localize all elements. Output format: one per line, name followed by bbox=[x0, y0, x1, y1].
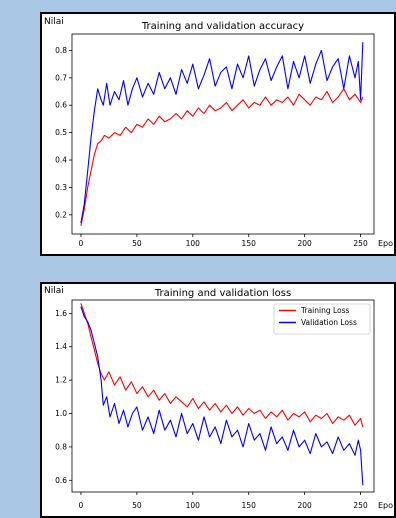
y-tick-label: 0.6 bbox=[55, 476, 67, 485]
x-tick-label: 50 bbox=[132, 239, 142, 248]
legend-box bbox=[273, 303, 371, 335]
loss-chart-panel: Training and validation loss Nilai Epo 0.6 0… bbox=[40, 282, 396, 518]
legend-label: Training Loss bbox=[300, 306, 350, 315]
accuracy-chart-panel: Training and validation accuracy Nilai Epo… bbox=[40, 12, 396, 256]
y-tick-label: 1.4 bbox=[55, 342, 67, 351]
plot-frame bbox=[71, 299, 375, 493]
x-tick-label: 100 bbox=[186, 501, 201, 510]
x-tick-label: 50 bbox=[132, 501, 142, 510]
y-tick-label: 1.6 bbox=[55, 309, 67, 318]
loss-chart: Training and validation loss Nilai Epo 0.6 0… bbox=[44, 286, 393, 510]
y-tick-label: 0.3 bbox=[55, 183, 67, 192]
y-tick-label: 0.5 bbox=[55, 128, 67, 137]
y-tick-label: 0.8 bbox=[55, 46, 67, 55]
y-axis-label: Nilai bbox=[44, 17, 64, 27]
series-line-2 bbox=[80, 42, 364, 224]
x-tick-label: 150 bbox=[242, 239, 257, 248]
x-tick-label: 250 bbox=[353, 501, 368, 510]
legend-label: Validation Loss bbox=[301, 318, 357, 327]
y-tick-label: 0.8 bbox=[55, 442, 67, 451]
x-axis-label: Epo bbox=[378, 239, 393, 248]
series-line-2 bbox=[80, 306, 364, 486]
y-tick-label: 0.7 bbox=[55, 73, 67, 82]
x-tick-label: 100 bbox=[186, 239, 201, 248]
y-tick-label: 1.0 bbox=[55, 409, 67, 418]
series-line-1 bbox=[80, 303, 364, 428]
y-axis-label: Nilai bbox=[44, 286, 64, 296]
accuracy-chart: Training and validation accuracy Nilai Epo… bbox=[44, 17, 393, 248]
x-tick-label: 150 bbox=[242, 501, 257, 510]
series-line-1 bbox=[80, 88, 364, 226]
plot-frame bbox=[71, 33, 375, 235]
chart-title: Training and validation accuracy bbox=[141, 21, 304, 32]
x-axis-label: Epo bbox=[378, 501, 393, 510]
y-tick-label: 0.6 bbox=[55, 101, 67, 110]
x-tick-label: 0 bbox=[79, 239, 84, 248]
x-tick-label: 200 bbox=[297, 239, 312, 248]
y-tick-label: 1.2 bbox=[55, 376, 67, 385]
x-tick-label: 0 bbox=[79, 501, 84, 510]
x-tick-label: 250 bbox=[353, 239, 368, 248]
y-tick-label: 0.2 bbox=[55, 210, 67, 219]
y-tick-label: 0.4 bbox=[55, 156, 67, 165]
x-tick-label: 200 bbox=[297, 501, 312, 510]
chart-title: Training and validation loss bbox=[154, 288, 291, 299]
